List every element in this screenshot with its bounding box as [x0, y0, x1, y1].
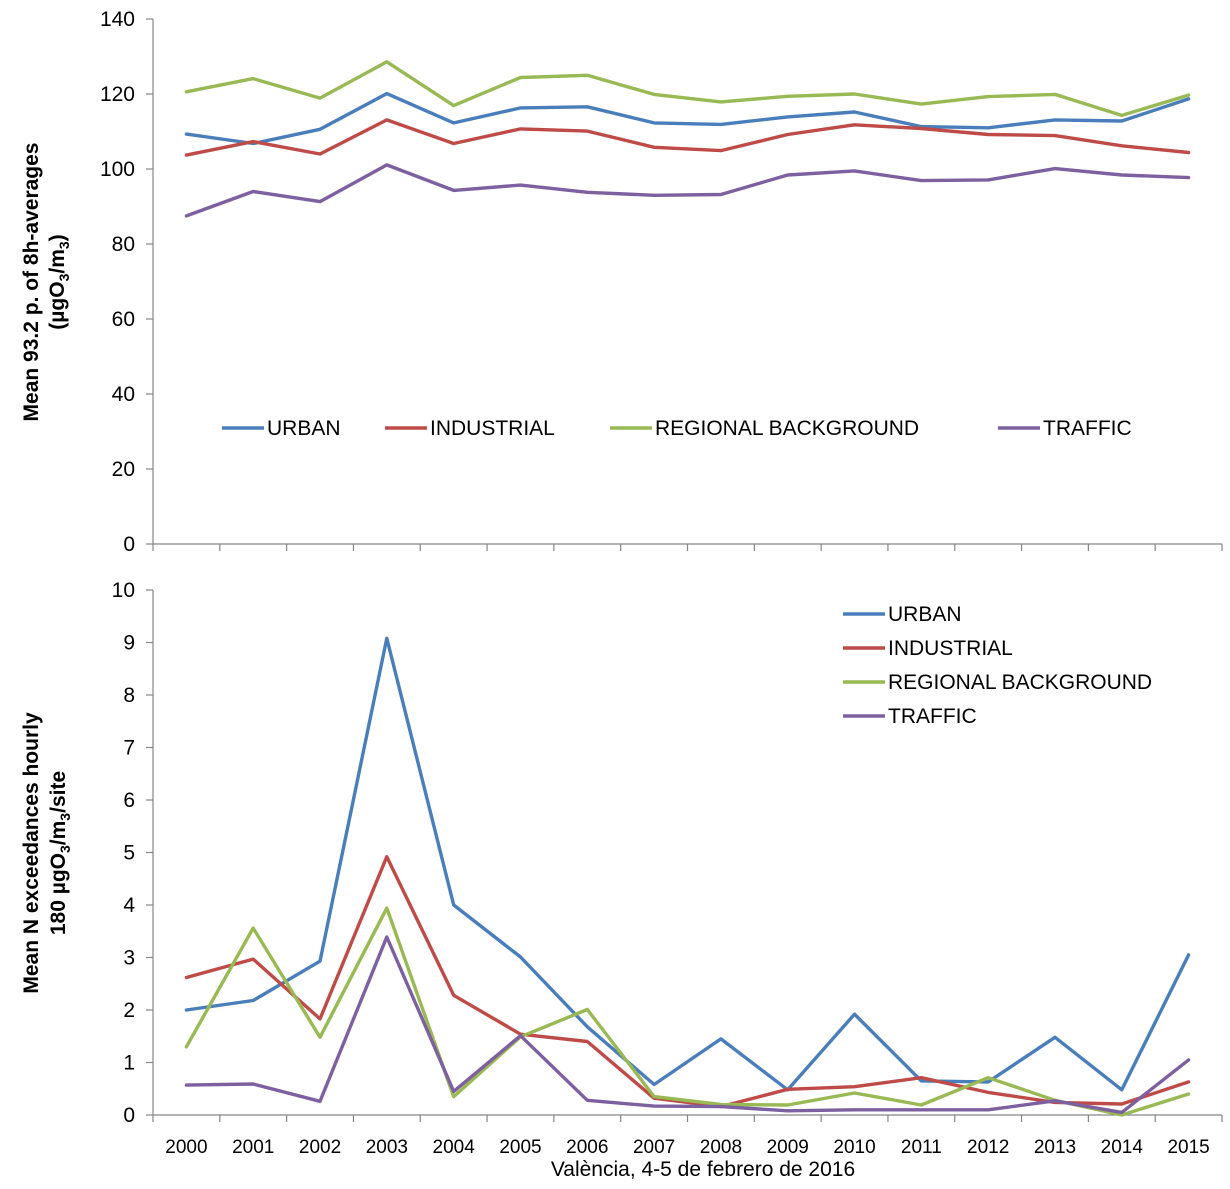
- y-axis-title-line1: Mean N exceedances hourly: [20, 712, 43, 994]
- y-tick-label: 4: [123, 894, 135, 917]
- x-tick-label: 2004: [433, 1137, 476, 1158]
- y-tick-label: 0: [123, 1104, 135, 1127]
- legend-label-industrial: INDUSTRIAL: [430, 417, 555, 440]
- x-tick-label: 2008: [700, 1137, 742, 1158]
- legend-label-regional-background: REGIONAL BACKGROUND: [655, 417, 919, 440]
- y-tick-label: 8: [123, 684, 135, 707]
- y-axis-title-line1: Mean 93.2 p. of 8h-averages: [20, 143, 43, 422]
- x-tick-label: 2011: [901, 1137, 942, 1158]
- y-tick-label: 120: [100, 83, 135, 106]
- y-tick-label: 0: [123, 533, 135, 556]
- x-tick-label: 2006: [566, 1137, 608, 1158]
- x-tick-label: 2000: [165, 1137, 207, 1158]
- x-tick-label: 2012: [967, 1137, 1009, 1158]
- y-tick-label: 10: [112, 579, 135, 602]
- y-tick-label: 60: [112, 308, 135, 331]
- x-tick-label: 2010: [833, 1137, 875, 1158]
- legend-label-traffic: TRAFFIC: [888, 705, 977, 728]
- x-tick-label: 2002: [299, 1137, 341, 1158]
- legend-label-traffic: TRAFFIC: [1043, 417, 1132, 440]
- y-tick-label: 5: [123, 842, 135, 865]
- x-tick-label: 2015: [1167, 1137, 1209, 1158]
- series-line-industrial: [184, 118, 1191, 157]
- series-line-industrial: [184, 855, 1191, 1109]
- y-tick-label: 20: [112, 458, 135, 481]
- x-tick-label: 2014: [1101, 1137, 1144, 1158]
- series-line-regional-background: [184, 60, 1191, 118]
- y-tick-label: 140: [100, 8, 135, 31]
- y-axis-title-line2: (µgO3/m3): [46, 234, 72, 329]
- legend-label-urban: URBAN: [267, 417, 341, 440]
- x-tick-label: 2009: [767, 1137, 809, 1158]
- y-tick-label: 40: [112, 383, 135, 406]
- y-tick-label: 80: [112, 233, 135, 256]
- x-tick-label: 2013: [1034, 1137, 1076, 1158]
- series-line-regional-background: [184, 906, 1191, 1117]
- top-chart-panel: 0 20 40 60 80 100 120 140 Mean 93.2 p. of 8h-ave…: [20, 8, 1223, 556]
- x-tick-label: 2001: [232, 1137, 274, 1158]
- figure-caption: València, 4-5 de febrero de 2016: [551, 1158, 855, 1181]
- series-line-urban: [184, 636, 1191, 1092]
- legend-label-urban: URBAN: [888, 603, 962, 626]
- x-tick-label: 2005: [499, 1137, 541, 1158]
- series-line-urban: [184, 91, 1191, 146]
- series-line-traffic: [184, 935, 1191, 1115]
- y-tick-label: 100: [100, 158, 135, 181]
- legend-label-industrial: INDUSTRIAL: [888, 637, 1013, 660]
- y-tick-label: 6: [123, 789, 135, 812]
- y-tick-label: 7: [123, 737, 135, 760]
- y-tick-label: 9: [123, 632, 135, 655]
- legend-label-regional-background: REGIONAL BACKGROUND: [888, 671, 1152, 694]
- x-tick-label: 2003: [366, 1137, 408, 1158]
- x-tick-label: 2007: [633, 1137, 675, 1158]
- y-axis-title-line2: 180 µgO3/m3/site: [47, 771, 73, 935]
- y-tick-label: 2: [123, 999, 135, 1022]
- series-line-traffic: [184, 163, 1191, 218]
- y-tick-label: 3: [123, 947, 135, 970]
- bottom-chart-panel: 0 1 2 3 4 5 6 7 8 9 10 2000 2001 2002 2003 2004 2005 2006…: [20, 579, 1223, 1158]
- y-tick-label: 1: [123, 1052, 135, 1075]
